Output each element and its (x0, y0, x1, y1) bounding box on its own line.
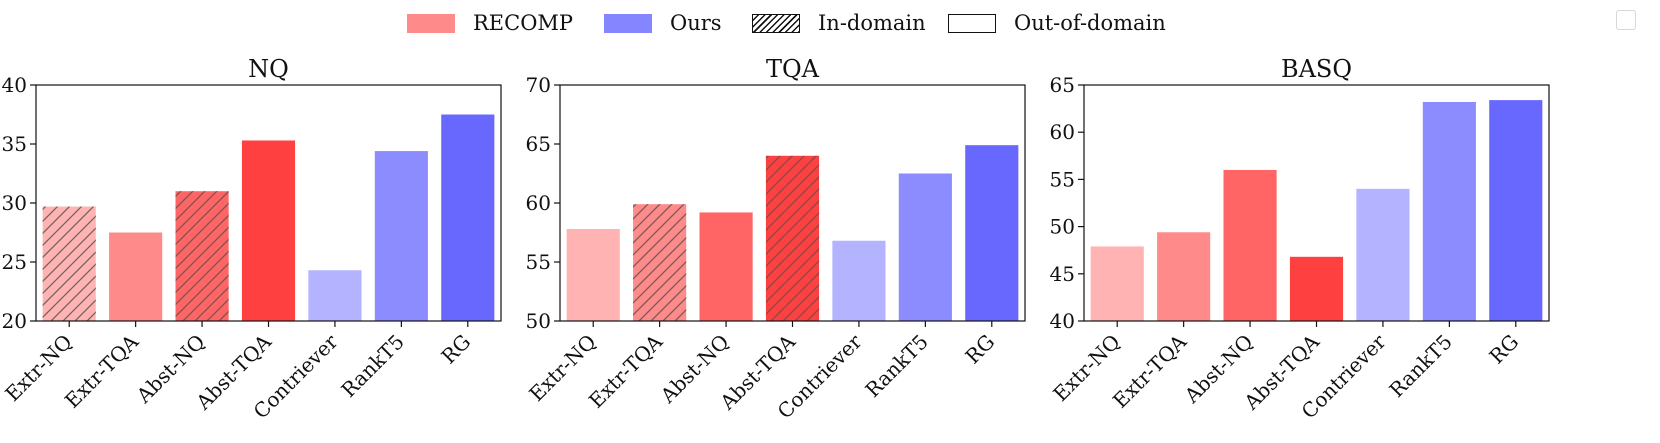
y-tick-label-1-3: 65 (526, 132, 551, 156)
y-tick-label-2-3: 55 (1050, 167, 1075, 191)
y-tick-label-2-0: 40 (1050, 309, 1075, 333)
bar-0-3 (241, 140, 296, 321)
bar-2-5 (1422, 101, 1476, 321)
legend-item-in-domain: In-domain (752, 11, 926, 35)
legend-item-ours: Ours (604, 11, 722, 35)
bar-1-6 (965, 145, 1019, 321)
bar-2-3 (1289, 256, 1344, 321)
bar-0-4 (308, 270, 362, 321)
bar-2-4 (1356, 188, 1410, 321)
legend-label-in-domain: In-domain (818, 11, 926, 35)
y-tick-label-2-2: 50 (1050, 215, 1075, 239)
legend-label-out-of-domain: Out-of-domain (1014, 11, 1166, 35)
x-tick-label-2-5: RankT5 (1384, 330, 1456, 402)
bar-0-6 (441, 114, 495, 321)
y-tick-label-1-4: 70 (526, 73, 551, 97)
bar-hatch-1-3 (765, 155, 820, 321)
y-tick-label-2-4: 60 (1050, 120, 1075, 144)
bar-1-5 (898, 173, 952, 321)
y-tick-label-1-1: 55 (526, 250, 551, 274)
legend-swatch-in-domain (752, 14, 800, 33)
x-tick-label-1-6: RG (960, 330, 999, 369)
legend-item-recomp: RECOMP (407, 11, 574, 35)
legend-label-recomp: RECOMP (473, 11, 574, 35)
x-tick-label-0-1: Extr-TQA (60, 329, 144, 413)
bar-1-2 (699, 212, 753, 321)
bar-0-5 (374, 151, 428, 321)
y-tick-label-0-0: 20 (2, 309, 27, 333)
bar-2-1 (1157, 232, 1211, 321)
legend-swatch-recomp (407, 14, 455, 33)
bar-hatch-1-1 (633, 204, 687, 321)
y-tick-label-1-0: 50 (526, 309, 551, 333)
bar-hatch-0-2 (175, 191, 229, 321)
y-tick-label-2-1: 45 (1050, 262, 1075, 286)
chart-title-2: BASQ (1281, 55, 1352, 83)
x-tick-label-2-1: Extr-TQA (1108, 329, 1192, 413)
y-tick-label-0-3: 35 (2, 132, 27, 156)
bar-hatch-0-0 (42, 206, 96, 321)
y-tick-label-1-2: 60 (526, 191, 551, 215)
x-tick-label-1-5: RankT5 (860, 330, 932, 402)
bar-2-0 (1090, 246, 1144, 321)
x-tick-label-0-6: RG (436, 330, 475, 369)
corner-checkbox[interactable] (1616, 10, 1636, 30)
legend-swatch-ours (604, 14, 652, 33)
y-tick-label-0-1: 25 (2, 250, 27, 274)
x-tick-label-2-6: RG (1484, 330, 1523, 369)
bar-0-1 (109, 232, 163, 321)
bar-1-0 (566, 228, 620, 321)
bar-2-6 (1489, 100, 1543, 321)
legend-label-ours: Ours (670, 11, 722, 35)
chart-title-1: TQA (766, 55, 820, 83)
x-tick-label-0-5: RankT5 (336, 330, 408, 402)
y-tick-label-2-5: 65 (1050, 73, 1075, 97)
y-tick-label-0-4: 40 (2, 73, 27, 97)
legend-item-out-of-domain: Out-of-domain (948, 11, 1166, 35)
bar-1-4 (832, 240, 886, 321)
y-tick-label-0-2: 30 (2, 191, 27, 215)
chart-legend: RECOMP Ours In-domain Out-of-domain (0, 6, 1660, 42)
x-tick-label-1-1: Extr-TQA (584, 329, 668, 413)
legend-swatch-out-of-domain (948, 14, 996, 33)
chart-title-0: NQ (248, 55, 289, 83)
bar-2-2 (1223, 169, 1277, 321)
